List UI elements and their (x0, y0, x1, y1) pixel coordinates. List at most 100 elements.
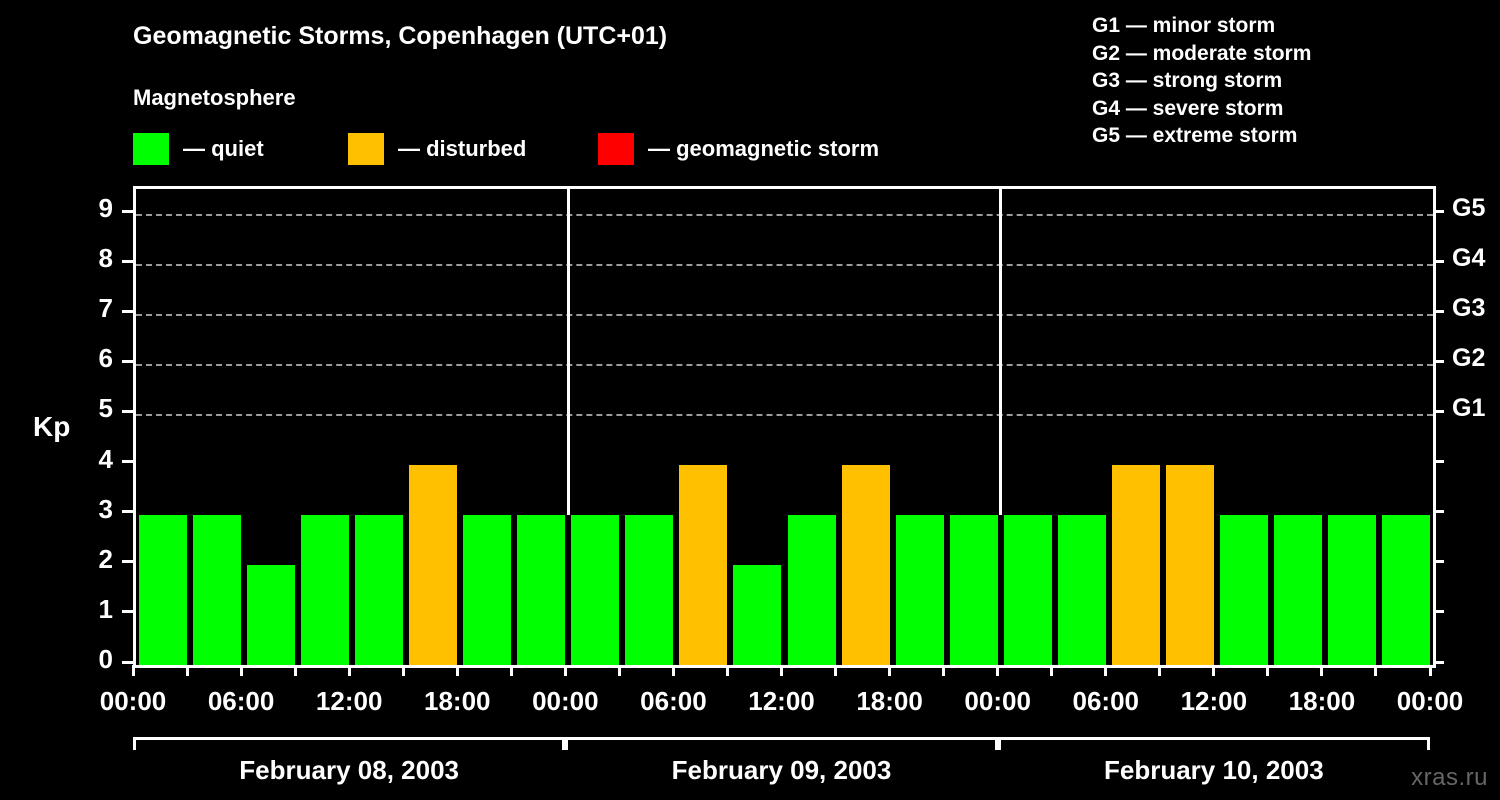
bar-kp (1381, 514, 1430, 665)
x-tick-label: 12:00 (1180, 686, 1248, 716)
color-key-disturbed: — disturbed (348, 133, 526, 165)
color-key-label: — quiet (183, 136, 264, 161)
g-tick-mark (1433, 610, 1444, 614)
date-bracket (997, 737, 1430, 750)
y-tick-label: 3 (98, 493, 113, 524)
g-tick-label-g3: G3 (1452, 294, 1486, 323)
x-tick-label: 06:00 (1072, 686, 1140, 716)
x-tick-mark (780, 665, 783, 676)
y-tick-mark (122, 259, 133, 263)
date-label: February 09, 2003 (671, 755, 892, 785)
x-tick-label: 00:00 (1396, 686, 1464, 716)
x-tick-label: 06:00 (207, 686, 275, 716)
bar-kp (679, 464, 728, 665)
g-tick-mark (1433, 460, 1444, 464)
g-legend-row-4: G4 — severe storm (1092, 96, 1284, 120)
x-tick-mark (834, 665, 838, 676)
gridline-kp-5 (136, 414, 1433, 417)
color-key-geomagnetic-storm: — geomagnetic storm (598, 133, 879, 165)
x-tick-mark (185, 665, 189, 676)
gridline-kp-7 (136, 314, 1433, 317)
y-tick-label: 5 (98, 393, 113, 424)
x-tick-mark (1374, 665, 1378, 676)
bar-kp (139, 514, 188, 665)
bar-kp (841, 464, 890, 665)
x-tick-mark (671, 665, 675, 676)
x-tick-mark (1158, 665, 1162, 676)
day-divider (999, 189, 1003, 515)
x-tick-mark (509, 665, 513, 676)
color-key-label: — disturbed (398, 136, 527, 161)
x-tick-label: 00:00 (532, 686, 599, 716)
x-tick-label: 00:00 (964, 686, 1031, 716)
y-tick-label: 9 (98, 193, 113, 224)
y-tick-mark (122, 409, 133, 413)
x-tick-mark (1428, 665, 1432, 676)
bar-kp (895, 514, 944, 665)
g-scale-legend: G1 — minor storm G2 — moderate storm G3 — … (1072, 12, 1492, 150)
y-tick-mark (122, 460, 133, 464)
x-tick-label: 12:00 (315, 686, 383, 716)
x-tick-mark (942, 665, 946, 676)
x-tick-mark (1050, 665, 1054, 676)
x-tick-mark (617, 665, 621, 676)
x-tick-label: 18:00 (424, 686, 491, 716)
g-tick-label-g1: G1 (1452, 394, 1486, 423)
color-key-quiet: — quiet (133, 133, 264, 165)
page-title: Geomagnetic Storms, Copenhagen (UTC+01) (133, 22, 668, 50)
y-tick-label: 6 (98, 343, 113, 374)
g-legend-row-5: G5 — extreme storm (1092, 124, 1298, 147)
chart-subtitle: Magnetosphere (133, 85, 296, 110)
y-tick-mark (122, 309, 133, 313)
bar-kp (247, 564, 296, 665)
chart-plot-area (133, 186, 1436, 668)
bar-kp (733, 564, 782, 665)
bar-kp (625, 514, 674, 665)
bar-kp (1327, 514, 1376, 665)
g-tick-mark (1433, 510, 1444, 514)
g-tick-label-g5: G5 (1452, 194, 1486, 223)
g-legend-row-3: G3 — strong storm (1092, 69, 1283, 92)
color-swatch-disturbed (348, 133, 384, 165)
x-tick-label: 00:00 (99, 686, 167, 716)
y-tick-label: 0 (98, 644, 113, 674)
x-tick-mark (293, 665, 297, 676)
y-tick-label: 8 (98, 243, 113, 274)
bar-kp (1057, 514, 1106, 665)
g-tick-label-g2: G2 (1452, 344, 1486, 373)
y-tick-mark (122, 610, 133, 614)
color-key-label: — geomagnetic storm (648, 136, 880, 161)
x-tick-label: 18:00 (1288, 686, 1356, 716)
x-tick-label: 12:00 (748, 686, 815, 716)
color-swatch-quiet (133, 133, 169, 165)
x-tick-mark (1320, 665, 1324, 676)
y-tick-mark (122, 510, 133, 514)
g-tick-mark (1433, 359, 1444, 363)
watermark: xras.ru (1411, 764, 1488, 791)
g-tick-mark (1433, 560, 1444, 564)
bar-kp (1273, 514, 1322, 665)
gridline-kp-8 (136, 264, 1433, 267)
x-tick-mark (888, 665, 892, 676)
bar-kp (1165, 464, 1214, 665)
bar-kp (301, 514, 350, 665)
y-tick-label: 7 (98, 293, 113, 324)
date-bracket (133, 737, 566, 750)
gridline-kp-6 (136, 364, 1433, 367)
date-label: February 10, 2003 (1103, 755, 1324, 785)
x-tick-mark (239, 665, 243, 676)
y-tick-label: 2 (98, 543, 113, 574)
g-tick-mark (1433, 409, 1444, 413)
g-tick-mark (1433, 309, 1444, 313)
x-tick-mark (1266, 665, 1270, 676)
y-tick-label: 4 (98, 443, 113, 474)
gridline-kp-9 (136, 214, 1433, 217)
g-tick-mark (1433, 660, 1444, 664)
bar-kp (355, 514, 404, 665)
y-axis-title: Kp (33, 411, 71, 442)
g-legend-row-2: G2 — moderate storm (1092, 41, 1312, 65)
g-legend-row-1: G1 — minor storm (1092, 14, 1276, 37)
y-tick-mark (122, 209, 133, 213)
bar-kp (787, 514, 836, 665)
x-tick-mark (401, 665, 405, 676)
